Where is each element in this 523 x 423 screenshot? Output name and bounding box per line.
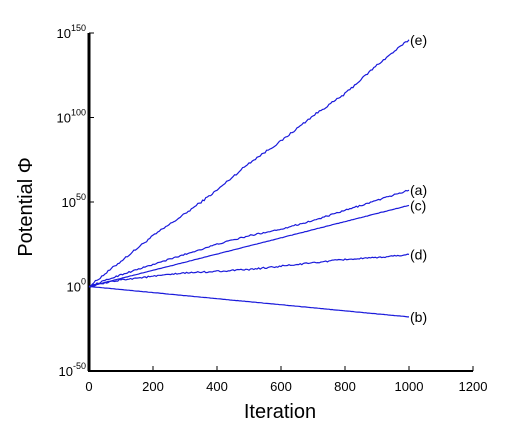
x-tick-label: 1000 (395, 379, 424, 394)
x-axis-title: Iteration (244, 401, 316, 423)
series-line-a (88, 189, 410, 288)
x-tick-group: 0 200 400 600 800 1000 1200 (85, 366, 487, 394)
x-tick-label: 200 (142, 379, 164, 394)
series-label: (a) (410, 182, 427, 198)
y-tick-label: 1050 (62, 192, 86, 210)
y-axis-title: Potential Φ (15, 157, 37, 256)
series-line-c (88, 204, 410, 288)
y-tick-label: 10-50 (59, 361, 86, 379)
series-label: (b) (410, 309, 427, 325)
y-tick-label: 10100 (57, 108, 87, 126)
x-tick-label: 1200 (459, 379, 488, 394)
x-tick-label: 600 (270, 379, 292, 394)
series-group: (e) (a)(c) (d) (b) (88, 32, 427, 325)
series-label: (d) (410, 246, 427, 262)
y-tick-label: 10150 (57, 23, 87, 41)
series-line-b (88, 285, 409, 318)
series-line-d (88, 253, 410, 288)
series-line-e (88, 39, 410, 288)
series-label: (c) (410, 197, 426, 213)
x-tick-label: 400 (206, 379, 228, 394)
x-tick-label: 800 (334, 379, 356, 394)
y-tick-label: 100 (67, 277, 86, 295)
x-tick-label: 0 (85, 379, 92, 394)
series-label: (e) (410, 32, 427, 48)
